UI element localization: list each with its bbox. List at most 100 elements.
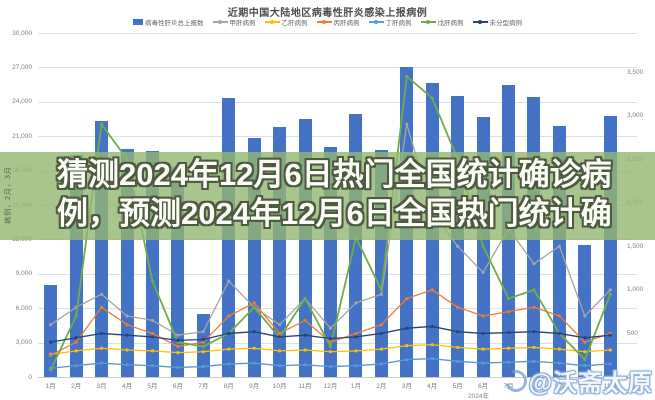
marker-甲肝病例 bbox=[379, 292, 383, 296]
marker-丙肝病例 bbox=[252, 301, 256, 305]
marker-未分型病例 bbox=[303, 333, 307, 337]
marker-乙肝病例 bbox=[150, 349, 155, 353]
legend-label: 甲肝病例 bbox=[229, 20, 256, 27]
marker-未分型病例 bbox=[278, 335, 282, 339]
marker-丙肝病例 bbox=[354, 331, 358, 336]
y-axis-left-tick-label: 30,000 bbox=[12, 29, 32, 37]
marker-乙肝病例 bbox=[481, 347, 485, 351]
legend-line-swatch-icon bbox=[368, 20, 384, 24]
y-axis-left-tick-label: 0 bbox=[28, 373, 32, 381]
marker-丙肝病例 bbox=[379, 323, 383, 327]
headline-overlay-banner: 病例，2月，3月 猜测2024年12月6日热门全国统计确诊病 例，预测2024年… bbox=[0, 152, 655, 240]
marker-乙肝病例 bbox=[379, 347, 383, 351]
x-axis-tick-label: 2月 bbox=[71, 383, 82, 390]
marker-甲肝病例 bbox=[481, 270, 485, 275]
legend-item-甲肝病例: 甲肝病例 bbox=[212, 17, 256, 27]
marker-丁肝病例 bbox=[583, 364, 587, 368]
marker-乙肝病例 bbox=[608, 348, 612, 352]
marker-丁肝病例 bbox=[278, 364, 282, 368]
marker-甲肝病例 bbox=[583, 314, 587, 318]
marker-丁肝病例 bbox=[405, 357, 409, 362]
marker-未分型病例 bbox=[430, 324, 434, 329]
marker-丁肝病例 bbox=[252, 361, 256, 365]
legend-item-病毒性肝炎总上报数: 病毒性肝炎总上报数 bbox=[133, 17, 204, 27]
marker-丁肝病例 bbox=[430, 357, 434, 361]
marker-戊肝病例 bbox=[49, 368, 53, 372]
marker-丁肝病例 bbox=[74, 364, 78, 368]
marker-丙肝病例 bbox=[125, 323, 129, 327]
x-axis-tick-label: 8月 bbox=[528, 383, 540, 390]
gridline bbox=[38, 33, 637, 34]
legend-label: 丙肝病例 bbox=[333, 20, 360, 27]
marker-丁肝病例 bbox=[328, 364, 333, 369]
marker-甲肝病例 bbox=[99, 292, 104, 296]
marker-乙肝病例 bbox=[456, 345, 460, 349]
marker-甲肝病例 bbox=[150, 318, 155, 322]
marker-丙肝病例 bbox=[99, 305, 104, 309]
marker-未分型病例 bbox=[176, 338, 180, 342]
marker-丙肝病例 bbox=[532, 305, 536, 309]
marker-丙肝病例 bbox=[481, 314, 485, 318]
y-axis-left-tick-label: 21,000 bbox=[12, 132, 32, 140]
marker-丙肝病例 bbox=[303, 318, 307, 322]
watermark-swirl-icon bbox=[500, 365, 531, 396]
legend-item-未分型病例: 未分型病例 bbox=[472, 17, 523, 27]
y-axis-right-tick-label: 3,500 bbox=[627, 68, 644, 76]
marker-未分型病例 bbox=[74, 336, 78, 340]
marker-戊肝病例 bbox=[506, 296, 511, 301]
legend-label: 丁肝病例 bbox=[385, 20, 412, 27]
x-axis-tick-label: 3月 bbox=[96, 383, 107, 390]
marker-未分型病例 bbox=[354, 335, 358, 339]
marker-未分型病例 bbox=[532, 330, 536, 334]
x-axis-tick-label: 4月 bbox=[121, 383, 133, 390]
x-axis-tick-label: 2月 bbox=[376, 383, 387, 390]
y-axis-left-tick-label: 3,000 bbox=[15, 339, 32, 347]
marker-丁肝病例 bbox=[532, 359, 536, 363]
marker-丁肝病例 bbox=[608, 362, 612, 366]
marker-戊肝病例 bbox=[532, 288, 536, 292]
marker-丙肝病例 bbox=[557, 314, 562, 318]
marker-丙肝病例 bbox=[456, 305, 460, 309]
marker-戊肝病例 bbox=[608, 292, 612, 296]
legend-item-丙肝病例: 丙肝病例 bbox=[316, 17, 360, 27]
marker-甲肝病例 bbox=[456, 244, 460, 248]
marker-乙肝病例 bbox=[557, 347, 562, 351]
marker-乙肝病例 bbox=[430, 343, 434, 347]
marker-戊肝病例 bbox=[201, 344, 205, 349]
marker-丁肝病例 bbox=[481, 361, 485, 365]
x-axis-tick-label: 9月 bbox=[249, 383, 260, 390]
gridline bbox=[38, 67, 637, 69]
gridline bbox=[38, 342, 637, 344]
x-axis-tick-label: 3月 bbox=[401, 383, 412, 390]
marker-丙肝病例 bbox=[278, 331, 282, 336]
x-axis-tick-label: 7月 bbox=[503, 383, 514, 390]
marker-丁肝病例 bbox=[557, 361, 562, 365]
marker-未分型病例 bbox=[125, 333, 129, 337]
marker-未分型病例 bbox=[405, 326, 409, 330]
marker-丙肝病例 bbox=[176, 344, 180, 349]
marker-丁肝病例 bbox=[354, 364, 358, 368]
legend-line-swatch-icon bbox=[316, 20, 332, 24]
marker-乙肝病例 bbox=[532, 345, 536, 349]
y-axis-right-tick-label: 500 bbox=[627, 329, 638, 337]
marker-乙肝病例 bbox=[201, 350, 205, 354]
legend-label: 未分型病例 bbox=[489, 20, 523, 27]
legend-line-swatch-icon bbox=[264, 20, 280, 24]
y-axis-right-tick-label: 1,500 bbox=[627, 242, 644, 250]
marker-甲肝病例 bbox=[278, 323, 282, 327]
marker-乙肝病例 bbox=[278, 349, 282, 353]
y-axis-right-tick-label: 3,000 bbox=[627, 112, 644, 120]
marker-丙肝病例 bbox=[49, 353, 53, 357]
y-axis-right-tick-label: 1,000 bbox=[627, 286, 644, 294]
banner-side-vertical-text: 病例，2月，3月 bbox=[5, 166, 12, 224]
legend-label: 戊肝病例 bbox=[437, 20, 464, 27]
legend-item-丁肝病例: 丁肝病例 bbox=[368, 17, 412, 27]
marker-戊肝病例 bbox=[430, 96, 434, 100]
y-axis-left-tick-label: 6,000 bbox=[15, 304, 32, 312]
marker-乙肝病例 bbox=[405, 344, 409, 348]
marker-丁肝病例 bbox=[150, 364, 155, 368]
y-axis-right-tick-label: 0 bbox=[627, 373, 631, 381]
marker-未分型病例 bbox=[201, 337, 205, 342]
marker-甲肝病例 bbox=[405, 122, 409, 126]
